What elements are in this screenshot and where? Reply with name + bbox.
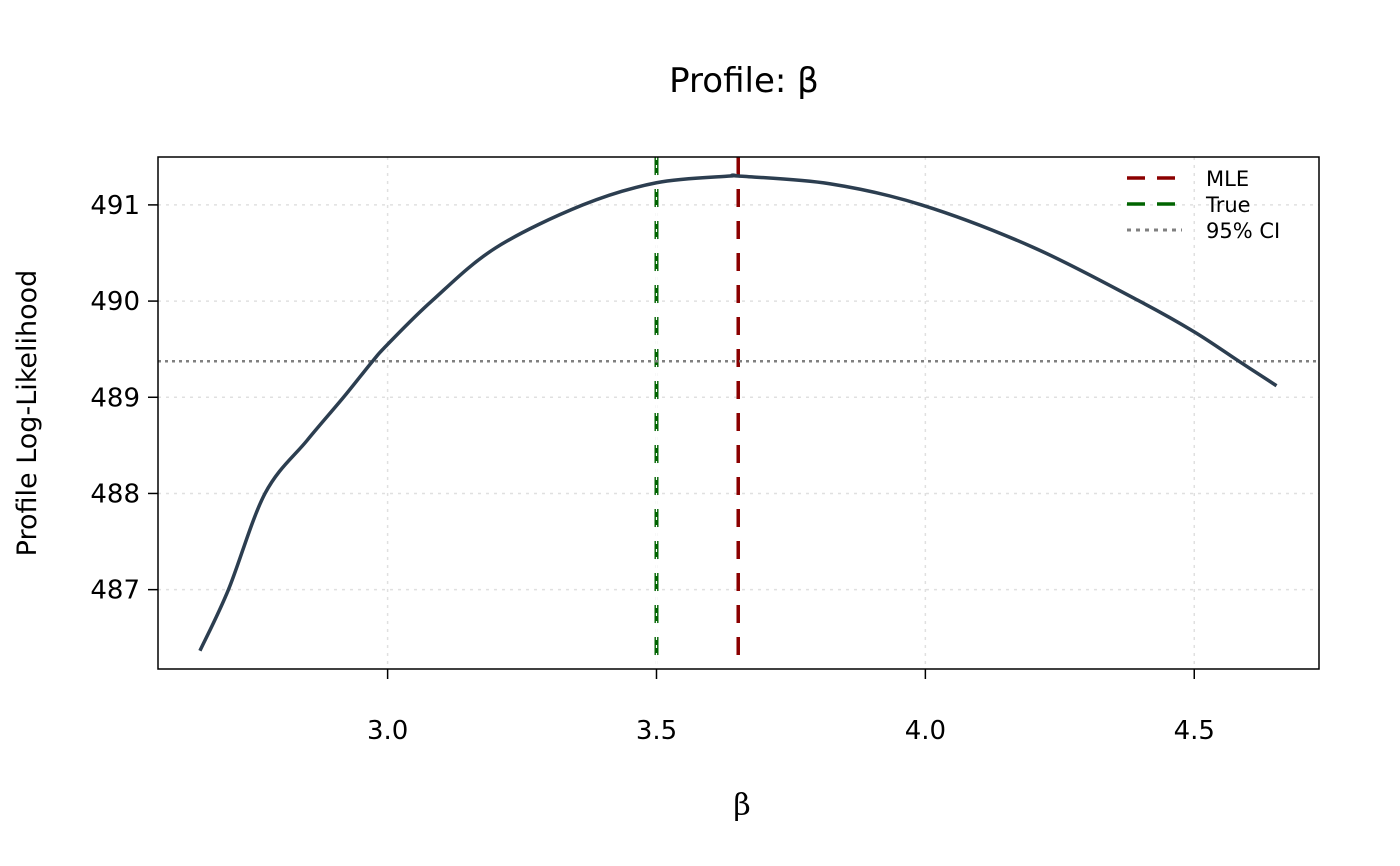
legend-label: MLE: [1206, 167, 1249, 191]
y-axis-label: Profile Log-Likelihood: [12, 270, 43, 557]
x-tick-label: 3.5: [636, 716, 677, 746]
x-tick-label: 4.5: [1174, 716, 1215, 746]
legend-label: True: [1205, 193, 1251, 217]
profile-curve: [198, 173, 1278, 652]
plot-frame: [157, 156, 1320, 670]
y-tick-label: 488: [90, 479, 140, 509]
y-tick-label: 487: [90, 576, 140, 606]
reference-lines: [158, 157, 1319, 669]
y-tick-label: 490: [90, 287, 140, 317]
y-tick-label: 491: [90, 191, 140, 221]
y-axis: 487 488 489 490 491: [90, 191, 158, 606]
chart-title: Profile: β: [669, 61, 819, 101]
x-tick-label: 4.0: [905, 716, 946, 746]
y-tick-label: 489: [90, 383, 140, 413]
x-axis: 3.0 3.5 4.0 4.5: [367, 669, 1215, 746]
x-axis-label: β: [733, 788, 750, 823]
legend-label: 95% CI: [1206, 219, 1280, 243]
x-tick-label: 3.0: [367, 716, 408, 746]
